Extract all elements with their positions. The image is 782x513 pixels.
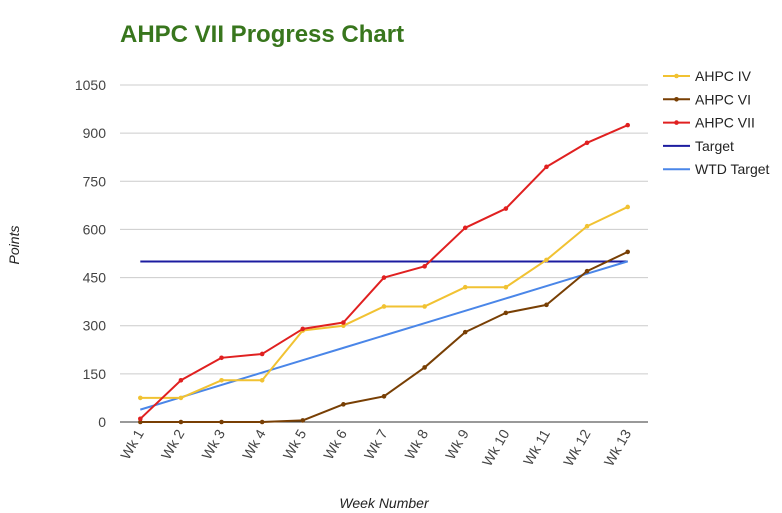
x-tick-label: Wk 3 (198, 426, 228, 462)
legend-item-wtd-target: WTD Target (663, 161, 770, 177)
series-ahpc-vii (138, 122, 630, 422)
data-point (462, 284, 468, 290)
series-line-wtd-target (140, 260, 628, 411)
data-point (381, 304, 387, 309)
data-point (138, 419, 143, 425)
series-line-ahpc-vii (139, 124, 629, 420)
data-point (422, 365, 427, 370)
data-point (300, 418, 306, 423)
x-tick-label: Wk 9 (442, 426, 472, 462)
x-tick-label: Wk 1 (117, 426, 147, 462)
x-tick-label: Wk 12 (560, 426, 594, 469)
data-point (462, 225, 468, 231)
y-tick-label: 150 (83, 366, 107, 382)
data-point (341, 320, 346, 325)
series-wtd-target (140, 260, 628, 411)
series-ahpc-iv (138, 204, 630, 401)
data-point (625, 249, 630, 255)
data-point (462, 329, 468, 335)
data-point (138, 416, 143, 422)
y-tick-label: 300 (83, 318, 107, 334)
x-tick-label: Wk 13 (601, 426, 635, 469)
legend-marker (674, 120, 679, 125)
data-point (300, 326, 306, 332)
data-point (544, 257, 549, 263)
y-axis-ticks: 0 150 300 450 600 750 900 1050 (75, 77, 106, 430)
chart-title: AHPC VII Progress Chart (120, 21, 404, 48)
legend-item-ahpc-vi: AHPC VI (663, 91, 751, 107)
x-tick-label: Wk 11 (520, 426, 553, 468)
data-point (625, 204, 630, 210)
data-point (503, 206, 509, 211)
data-point (584, 268, 590, 274)
x-tick-label: Wk 2 (158, 426, 188, 462)
x-tick-label: Wk 10 (479, 426, 513, 469)
data-point (381, 394, 387, 399)
legend: AHPC IV AHPC VI AHPC VII Target WTD Target (663, 68, 770, 177)
legend-marker (674, 73, 679, 79)
y-tick-label: 0 (98, 414, 106, 430)
data-point (178, 377, 184, 383)
data-point (219, 355, 224, 361)
y-tick-label: 1050 (75, 77, 106, 93)
x-tick-label: Wk 7 (361, 426, 391, 462)
x-tick-label: Wk 8 (401, 426, 431, 462)
data-point (341, 323, 346, 329)
legend-label: AHPC VII (695, 115, 755, 131)
data-point (259, 377, 265, 383)
x-axis-title: Week Number (339, 495, 430, 511)
data-point (138, 395, 143, 401)
series-line-ahpc-iv (140, 206, 629, 399)
legend-label: AHPC IV (695, 68, 752, 84)
x-tick-label: Wk 6 (320, 426, 350, 462)
data-point (341, 402, 346, 407)
data-point (422, 304, 427, 309)
data-point (625, 122, 630, 128)
legend-item-ahpc-vii: AHPC VII (663, 115, 755, 131)
x-axis-ticks: Wk 1 Wk 2 Wk 3 Wk 4 Wk 5 Wk 6 Wk 7 Wk 8 Wk 9 Wk 1… (117, 426, 634, 469)
data-point (178, 419, 184, 425)
data-point (584, 140, 590, 146)
x-tick-label: Wk 5 (280, 426, 310, 462)
y-tick-label: 750 (83, 173, 107, 189)
data-point (503, 284, 509, 290)
data-point (503, 310, 509, 316)
data-point (259, 419, 265, 425)
legend-label: Target (695, 138, 734, 154)
y-tick-label: 900 (83, 125, 107, 141)
legend-label: WTD Target (695, 161, 770, 177)
legend-item-target: Target (663, 138, 734, 154)
legend-label: AHPC VI (695, 91, 751, 107)
data-point (422, 264, 427, 269)
y-axis-title: Points (6, 226, 22, 265)
series-lines (138, 122, 630, 425)
series-ahpc-vi (138, 249, 630, 425)
y-tick-label: 600 (83, 221, 107, 237)
data-point (219, 377, 224, 383)
legend-item-ahpc-iv: AHPC IV (663, 68, 752, 84)
data-point (544, 164, 549, 170)
data-point (219, 419, 224, 425)
data-point (178, 395, 184, 401)
y-tick-label: 450 (83, 270, 107, 286)
gridlines (120, 84, 648, 423)
data-point (381, 275, 387, 280)
legend-marker (674, 97, 679, 102)
x-tick-label: Wk 4 (239, 426, 269, 462)
data-point (259, 351, 265, 357)
data-point (544, 302, 549, 308)
data-point (584, 223, 590, 229)
